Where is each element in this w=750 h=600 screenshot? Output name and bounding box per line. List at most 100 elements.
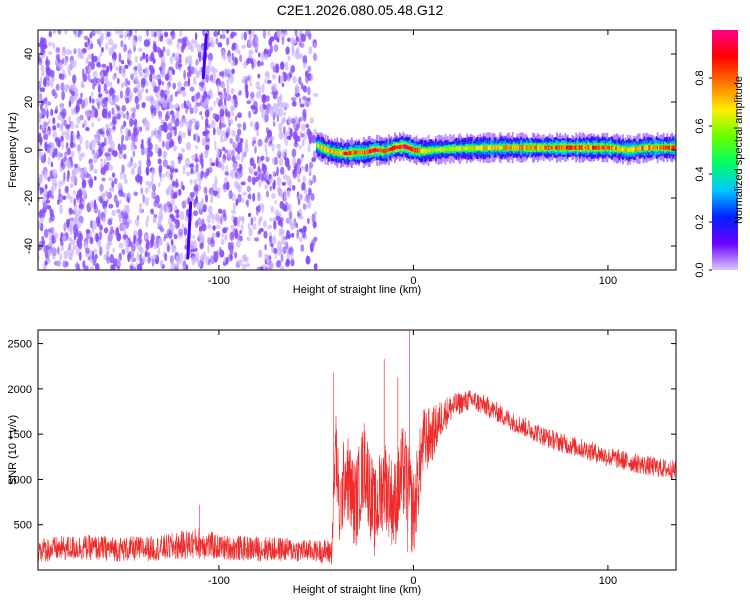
noise-dot [92, 70, 98, 78]
noise-dot [233, 99, 238, 108]
noise-dot [56, 260, 61, 267]
band-cell [566, 145, 569, 150]
noise-dot [153, 106, 157, 117]
noise-dot [134, 55, 139, 63]
noise-dot [234, 171, 238, 179]
noise-dot [55, 58, 58, 65]
noise-dot [145, 88, 148, 94]
noise-dot [152, 217, 157, 224]
noise-dot [97, 101, 100, 110]
noise-dot [305, 123, 310, 129]
noise-dot [63, 250, 68, 260]
noise-dot [38, 182, 41, 191]
band-cell [546, 145, 549, 150]
noise-dot [239, 137, 244, 144]
band-cell [594, 146, 597, 150]
noise-dot [83, 119, 88, 128]
noise-dot [302, 225, 307, 233]
noise-dot [265, 171, 270, 181]
noise-dot [179, 30, 183, 37]
noise-dot [227, 55, 231, 62]
noise-dot [179, 211, 185, 221]
noise-dot [115, 65, 119, 72]
noise-dot [74, 105, 79, 115]
noise-dot [61, 108, 67, 118]
band-cell [637, 146, 640, 151]
noise-dot [120, 171, 123, 180]
noise-dot [204, 109, 210, 118]
noise-dot [221, 30, 226, 35]
noise-dot [267, 225, 273, 230]
noise-dot [218, 208, 223, 214]
band-cell [408, 146, 411, 150]
noise-dot [68, 208, 73, 213]
noise-dot [247, 39, 253, 49]
noise-dot [210, 41, 216, 48]
noise-dot [238, 163, 242, 169]
noise-dot [134, 95, 139, 104]
noise-dot [264, 138, 268, 144]
noise-dot [231, 68, 235, 75]
band-cell [368, 149, 371, 154]
noise-dot [276, 166, 279, 177]
noise-dot [223, 228, 227, 234]
band-cell [484, 145, 486, 150]
noise-dot [47, 51, 53, 56]
band-cell [530, 146, 533, 150]
band-cell [427, 148, 430, 153]
noise-dot [309, 117, 314, 124]
snr-xlabel: Height of straight line (km) [293, 584, 421, 596]
noise-dot [108, 110, 112, 119]
noise-dot [159, 30, 163, 36]
noise-dot [108, 38, 113, 46]
band-cell [511, 145, 514, 150]
band-cell [570, 145, 573, 150]
noise-dot [40, 43, 45, 53]
noise-dot [52, 168, 58, 176]
noise-dot [294, 49, 300, 60]
noise-dot [237, 193, 242, 203]
band-cell [425, 148, 428, 154]
noise-dot [58, 180, 62, 188]
band-cell [595, 145, 598, 150]
noise-dot [290, 117, 296, 124]
noise-dot [231, 61, 236, 67]
noise-dot [125, 134, 129, 142]
noise-dot [286, 135, 292, 140]
noise-dot [116, 105, 120, 112]
band-cell [342, 151, 345, 155]
noise-dot [166, 48, 171, 57]
noise-dot [118, 30, 124, 37]
noise-dot [89, 95, 92, 104]
band-cell [578, 145, 581, 150]
noise-dot [191, 118, 197, 124]
noise-dot [224, 91, 228, 98]
noise-dot [221, 233, 225, 238]
noise-dot [302, 108, 307, 118]
band-cell [370, 149, 372, 154]
noise-dot [194, 184, 199, 191]
noise-dot [192, 234, 195, 239]
noise-dot [138, 159, 142, 169]
noise-dot [214, 114, 220, 119]
noise-dot [255, 91, 262, 99]
noise-dot [219, 249, 225, 258]
noise-dot [72, 244, 78, 250]
noise-dot [166, 165, 171, 170]
noise-dot [125, 244, 129, 254]
noise-dot [299, 236, 303, 243]
noise-dot [226, 181, 230, 191]
noise-dot [55, 83, 60, 91]
noise-dot [241, 263, 246, 270]
band-cell [672, 145, 675, 150]
noise-dot [118, 199, 122, 204]
band-cell [385, 149, 388, 153]
noise-dot [304, 197, 307, 202]
noise-dot [132, 39, 137, 48]
noise-dot [61, 49, 67, 57]
noise-dot [198, 177, 202, 184]
noise-dot [191, 39, 195, 44]
noise-dot [100, 96, 104, 102]
noise-dot [135, 103, 140, 110]
band-cell [542, 145, 545, 150]
